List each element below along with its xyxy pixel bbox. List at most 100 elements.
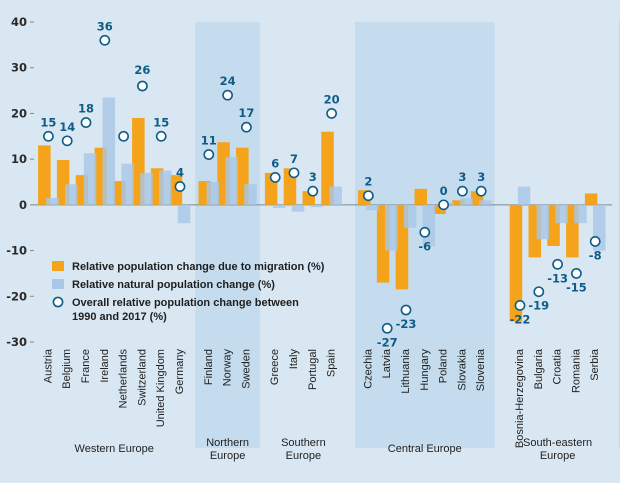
data-label-slovakia: 3 bbox=[458, 170, 466, 184]
category-label-austria: Austria bbox=[42, 348, 54, 383]
y-tick-label: 20 bbox=[11, 106, 27, 120]
bar-natural-netherlands bbox=[121, 163, 134, 205]
data-label-united-kingdom: 15 bbox=[153, 115, 169, 129]
region-label-1-line-0: Northern bbox=[206, 437, 249, 449]
y-tick-label: 40 bbox=[11, 15, 27, 29]
data-label-austria: 15 bbox=[40, 115, 56, 129]
data-label-norway: 24 bbox=[220, 74, 236, 88]
data-label-hungary: -6 bbox=[418, 239, 431, 253]
y-tick-label: 30 bbox=[11, 61, 27, 75]
bar-migration-slovakia bbox=[452, 200, 465, 205]
legend-label-overall-line-1: 1990 and 2017 (%) bbox=[72, 311, 167, 323]
legend-swatch-overall bbox=[52, 296, 64, 308]
bar-migration-hungary bbox=[414, 188, 427, 205]
marker-overall-finland bbox=[203, 149, 215, 160]
region-label-1-line-1: Europe bbox=[210, 450, 245, 462]
data-label-ireland: 36 bbox=[97, 19, 113, 33]
category-label-germany: Germany bbox=[174, 349, 186, 395]
legend-swatch-migration bbox=[52, 261, 64, 271]
data-label-greece: 6 bbox=[271, 156, 279, 170]
bar-natural-austria bbox=[46, 198, 59, 205]
data-label-sweden: 17 bbox=[238, 106, 254, 120]
data-label-italy: 7 bbox=[290, 152, 298, 166]
category-label-belgium: Belgium bbox=[61, 349, 73, 389]
region-label-4-line-0: South-eastern bbox=[523, 437, 592, 449]
bar-natural-latvia bbox=[385, 204, 398, 251]
bar-natural-france bbox=[83, 153, 97, 205]
bar-natural-finland bbox=[206, 182, 220, 205]
annotation-switzerland: 26 bbox=[134, 63, 150, 77]
marker-overall-poland bbox=[438, 199, 449, 211]
marker-overall-greece bbox=[269, 172, 281, 183]
bar-natural-switzerland bbox=[140, 172, 153, 205]
bar-natural-croatia bbox=[555, 204, 568, 224]
marker-overall-croatia bbox=[552, 258, 563, 270]
bar-natural-romania bbox=[574, 204, 587, 224]
data-label-serbia: -8 bbox=[589, 248, 602, 262]
legend-label-overall-line-0: Overall relative population change betwe… bbox=[72, 297, 299, 309]
category-label-sweden: Sweden bbox=[240, 349, 252, 389]
category-label-greece: Greece bbox=[269, 349, 281, 385]
bar-natural-italy bbox=[291, 204, 305, 212]
marker-overall-austria bbox=[43, 130, 54, 142]
marker-overall-france bbox=[80, 117, 92, 128]
marker-overall-norway bbox=[222, 89, 233, 101]
marker-overall-ireland bbox=[99, 34, 111, 46]
region-label-2-line-1: Europe bbox=[286, 450, 321, 462]
data-label-belgium: 14 bbox=[59, 120, 75, 134]
y-tick-label: -20 bbox=[6, 289, 27, 303]
region-label-0-line-0: Western Europe bbox=[75, 443, 154, 455]
marker-overall-portugal bbox=[307, 185, 319, 197]
category-label-norway: Norway bbox=[222, 349, 234, 387]
y-tick-label: -10 bbox=[6, 244, 27, 258]
category-label-portugal: Portugal bbox=[307, 349, 319, 390]
region-label-4-line-1: Europe bbox=[540, 450, 575, 462]
category-label-slovakia: Slovakia bbox=[456, 348, 468, 390]
region-label-2-line-0: Southern bbox=[281, 437, 326, 449]
bar-natural-norway bbox=[225, 156, 238, 205]
data-label-spain: 20 bbox=[324, 92, 340, 106]
data-label-romania: -15 bbox=[566, 280, 587, 294]
y-tick-label: -30 bbox=[6, 335, 27, 349]
data-label-czechia: 2 bbox=[364, 175, 372, 189]
marker-overall-netherlands bbox=[118, 130, 129, 142]
category-label-romania: Romania bbox=[570, 348, 582, 393]
marker-overall-sweden bbox=[240, 121, 252, 133]
category-label-slovenia: Slovenia bbox=[475, 348, 487, 391]
marker-overall-bulgaria bbox=[533, 286, 545, 298]
bar-natural-sweden bbox=[244, 184, 257, 205]
bar-natural-ireland bbox=[102, 97, 116, 205]
category-label-ireland: Ireland bbox=[99, 349, 111, 383]
bar-natural-belgium bbox=[65, 184, 78, 205]
marker-overall-bosnia-herzegovina bbox=[514, 300, 526, 311]
category-label-netherlands: Netherlands bbox=[118, 349, 130, 409]
bar-migration-austria bbox=[38, 145, 51, 205]
category-label-croatia: Croatia bbox=[552, 348, 564, 384]
bar-natural-slovenia bbox=[479, 200, 492, 205]
marker-overall-belgium bbox=[61, 135, 73, 147]
bar-natural-czechia bbox=[366, 204, 379, 211]
data-label-latvia: -27 bbox=[377, 335, 398, 349]
category-label-switzerland: Switzerland bbox=[136, 349, 148, 406]
marker-overall-serbia bbox=[589, 236, 601, 247]
data-label-portugal: 3 bbox=[309, 170, 317, 184]
bar-migration-serbia bbox=[584, 193, 598, 205]
bar-natural-slovakia bbox=[460, 198, 473, 205]
bar-natural-portugal bbox=[310, 204, 324, 208]
category-label-poland: Poland bbox=[438, 349, 450, 383]
bar-natural-lithuania bbox=[403, 204, 417, 228]
marker-overall-italy bbox=[288, 167, 300, 179]
bar-natural-greece bbox=[273, 204, 286, 209]
marker-overall-hungary bbox=[419, 226, 431, 238]
data-label-france: 18 bbox=[78, 102, 94, 116]
category-label-bulgaria: Bulgaria bbox=[533, 348, 545, 389]
category-label-hungary: Hungary bbox=[419, 349, 431, 391]
category-label-spain: Spain bbox=[326, 349, 338, 377]
category-label-bosnia-herzegovina: Bosnia-Herzegovina bbox=[514, 348, 526, 448]
region-shade-5 bbox=[618, 22, 620, 448]
marker-overall-switzerland bbox=[136, 80, 148, 92]
marker-overall-spain bbox=[326, 108, 337, 119]
